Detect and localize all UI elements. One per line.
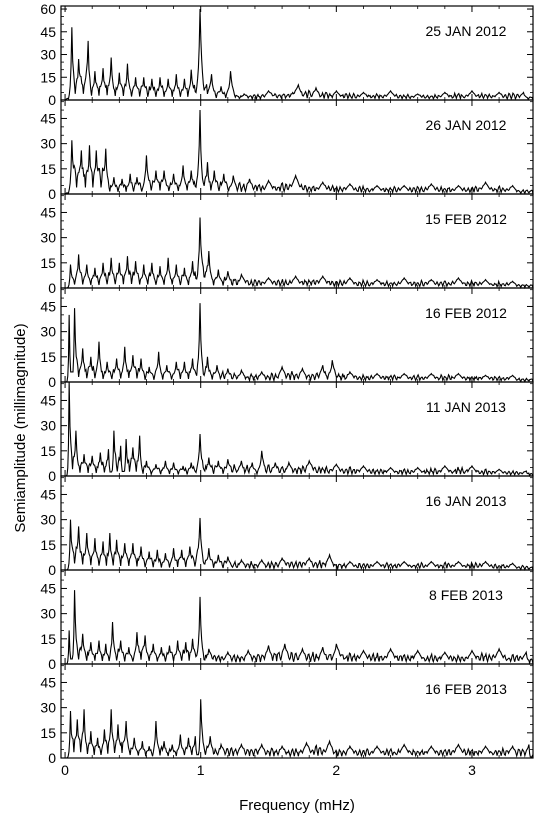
panel-date-label: 16 FEB 2013 bbox=[425, 681, 507, 697]
spectrum-panel: 0 15 30 45 8 FEB 2013 bbox=[40, 569, 534, 672]
x-tick-label: 2 bbox=[332, 762, 340, 778]
amplitude-spectrum-line bbox=[65, 517, 534, 571]
amplitude-spectrum-line bbox=[65, 217, 534, 290]
y-tick-label: 30 bbox=[40, 418, 56, 434]
x-axis-label: Frequency (mHz) bbox=[239, 797, 355, 814]
panel-frame bbox=[60, 569, 534, 665]
y-tick-label: 30 bbox=[40, 230, 56, 246]
panel-date-label: 25 JAN 2012 bbox=[426, 23, 507, 39]
amplitude-spectrum-line bbox=[65, 303, 534, 383]
y-tick-label: 0 bbox=[48, 92, 56, 108]
y-tick-label: 45 bbox=[40, 580, 56, 596]
y-tick-label: 0 bbox=[48, 186, 56, 202]
y-tick-label: 30 bbox=[40, 324, 56, 340]
y-tick-label: 45 bbox=[40, 24, 56, 40]
panel-frame bbox=[60, 5, 534, 101]
y-tick-label: 45 bbox=[40, 486, 56, 502]
spectrum-panel: 0 15 30 45 16 JAN 2013 bbox=[40, 475, 534, 578]
y-axis-label: Semiamplitude (millimagnitude) bbox=[12, 323, 29, 532]
y-tick-label: 15 bbox=[40, 161, 56, 177]
y-tick-label: 0 bbox=[48, 562, 56, 578]
y-tick-label: 15 bbox=[40, 349, 56, 365]
y-tick-label: 60 bbox=[40, 1, 56, 17]
y-tick-label: 0 bbox=[48, 750, 56, 766]
y-tick-label: 15 bbox=[40, 255, 56, 271]
panel-frame bbox=[60, 193, 534, 289]
y-tick-label: 30 bbox=[40, 47, 56, 63]
y-tick-label: 45 bbox=[40, 298, 56, 314]
spectrum-panel: 0 15 30 45 15 FEB 2012 bbox=[40, 193, 534, 296]
y-tick-label: 45 bbox=[40, 110, 56, 126]
y-tick-label: 15 bbox=[40, 537, 56, 553]
y-tick-label: 15 bbox=[40, 631, 56, 647]
amplitude-spectrum-line bbox=[64, 9, 534, 102]
y-tick-label: 30 bbox=[40, 512, 56, 528]
y-tick-label: 0 bbox=[48, 468, 56, 484]
x-tick-label: 1 bbox=[197, 762, 205, 778]
spectrum-panel: 0 15 30 45 26 JAN 2012 bbox=[40, 99, 534, 202]
amplitude-spectrum-line bbox=[65, 699, 534, 759]
panel-frame bbox=[60, 381, 534, 477]
x-tick-label: 0 bbox=[61, 762, 69, 778]
y-tick-label: 30 bbox=[40, 606, 56, 622]
y-tick-label: 45 bbox=[40, 392, 56, 408]
panel-frame bbox=[60, 663, 534, 759]
panel-date-label: 16 FEB 2012 bbox=[425, 305, 507, 321]
amplitude-spectrum-line bbox=[65, 590, 534, 666]
y-tick-label: 15 bbox=[40, 725, 56, 741]
y-tick-label: 0 bbox=[48, 280, 56, 296]
spectrum-panel: 0 15 30 45 16 FEB 2012 bbox=[40, 287, 534, 390]
spectrum-panel: 0 15 30 45 16 FEB 2013 bbox=[40, 663, 534, 766]
panel-date-label: 16 JAN 2013 bbox=[426, 493, 507, 509]
panel-date-label: 8 FEB 2013 bbox=[429, 587, 503, 603]
y-tick-label: 0 bbox=[48, 374, 56, 390]
y-tick-label: 45 bbox=[40, 204, 56, 220]
y-tick-label: 15 bbox=[40, 443, 56, 459]
panel-date-label: 15 FEB 2012 bbox=[425, 211, 507, 227]
panel-date-label: 26 JAN 2012 bbox=[426, 117, 507, 133]
y-tick-label: 30 bbox=[40, 136, 56, 152]
panel-date-label: 11 JAN 2013 bbox=[426, 399, 506, 415]
y-tick-label: 0 bbox=[48, 656, 56, 672]
y-tick-label: 15 bbox=[40, 69, 56, 85]
y-tick-label: 30 bbox=[40, 700, 56, 716]
x-tick-label: 3 bbox=[468, 762, 476, 778]
y-tick-label: 45 bbox=[40, 674, 56, 690]
amplitude-spectrum-line bbox=[65, 381, 534, 478]
spectrum-panel: 0 15 30 45 11 JAN 2013 bbox=[40, 381, 534, 484]
amplitude-spectrum-line bbox=[64, 110, 534, 195]
panel-frame bbox=[60, 475, 534, 571]
spectrum-panel: 0 15 30 45 60 25 JAN 2012 bbox=[40, 1, 534, 108]
